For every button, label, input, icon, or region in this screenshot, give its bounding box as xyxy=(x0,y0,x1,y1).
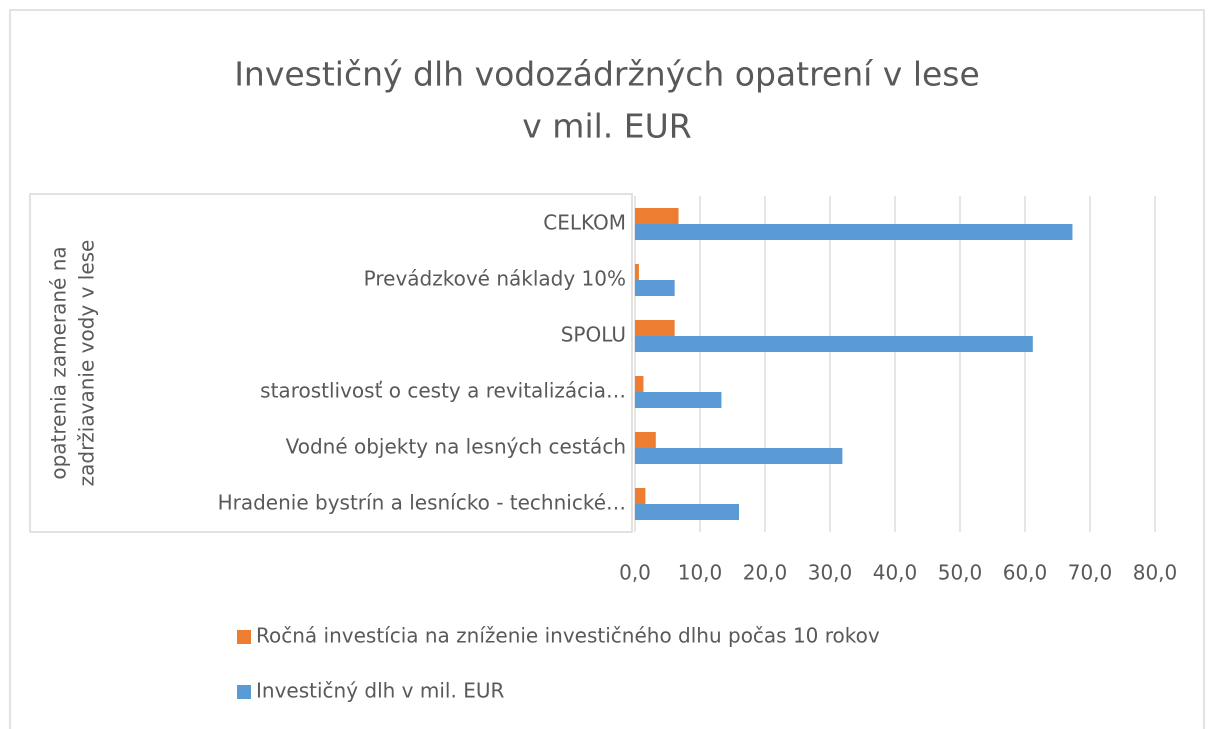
legend-swatch xyxy=(237,630,251,644)
x-tick-label: 20,0 xyxy=(743,561,788,585)
x-tick-label: 10,0 xyxy=(678,561,723,585)
x-tick-label: 50,0 xyxy=(938,561,983,585)
bar xyxy=(635,320,675,336)
y-tick-label: Hradenie bystrín a lesnícko - technické… xyxy=(218,491,626,515)
legend-label: Investičný dlh v mil. EUR xyxy=(256,679,504,703)
x-tick-label: 30,0 xyxy=(808,561,853,585)
x-tick-label: 60,0 xyxy=(1003,561,1048,585)
bar xyxy=(635,224,1073,240)
bar xyxy=(635,392,722,408)
bar xyxy=(635,264,639,280)
y-tick-label: SPOLU xyxy=(561,323,626,347)
legend-swatch xyxy=(237,685,251,699)
chart-title: Investičný dlh vodozádržných opatrení v … xyxy=(234,55,980,94)
x-tick-label: 80,0 xyxy=(1133,561,1178,585)
bar xyxy=(635,488,646,504)
y-axis-label: opatrenia zamerané na xyxy=(47,246,71,479)
y-tick-label: Prevádzkové náklady 10% xyxy=(364,267,626,291)
bar xyxy=(635,448,843,464)
bar xyxy=(635,208,679,224)
y-tick-label: starostlivosť o cesty a revitalizácia… xyxy=(260,379,626,403)
x-tick-label: 70,0 xyxy=(1068,561,1113,585)
bar xyxy=(635,280,675,296)
bar xyxy=(635,336,1033,352)
label-frame xyxy=(29,193,633,533)
x-tick-label: 0,0 xyxy=(619,561,651,585)
x-tick-label: 40,0 xyxy=(873,561,918,585)
bar xyxy=(635,504,739,520)
legend-label: Ročná investícia na zníženie investičnéh… xyxy=(256,624,880,648)
bar xyxy=(635,376,644,392)
y-axis-label: zadržiavanie vody v lese xyxy=(75,240,99,487)
bar xyxy=(635,432,656,448)
y-tick-label: CELKOM xyxy=(543,211,626,235)
chart-frame xyxy=(9,9,1205,729)
chart-title: v mil. EUR xyxy=(522,107,691,146)
y-tick-label: Vodné objekty na lesných cestách xyxy=(286,435,626,459)
